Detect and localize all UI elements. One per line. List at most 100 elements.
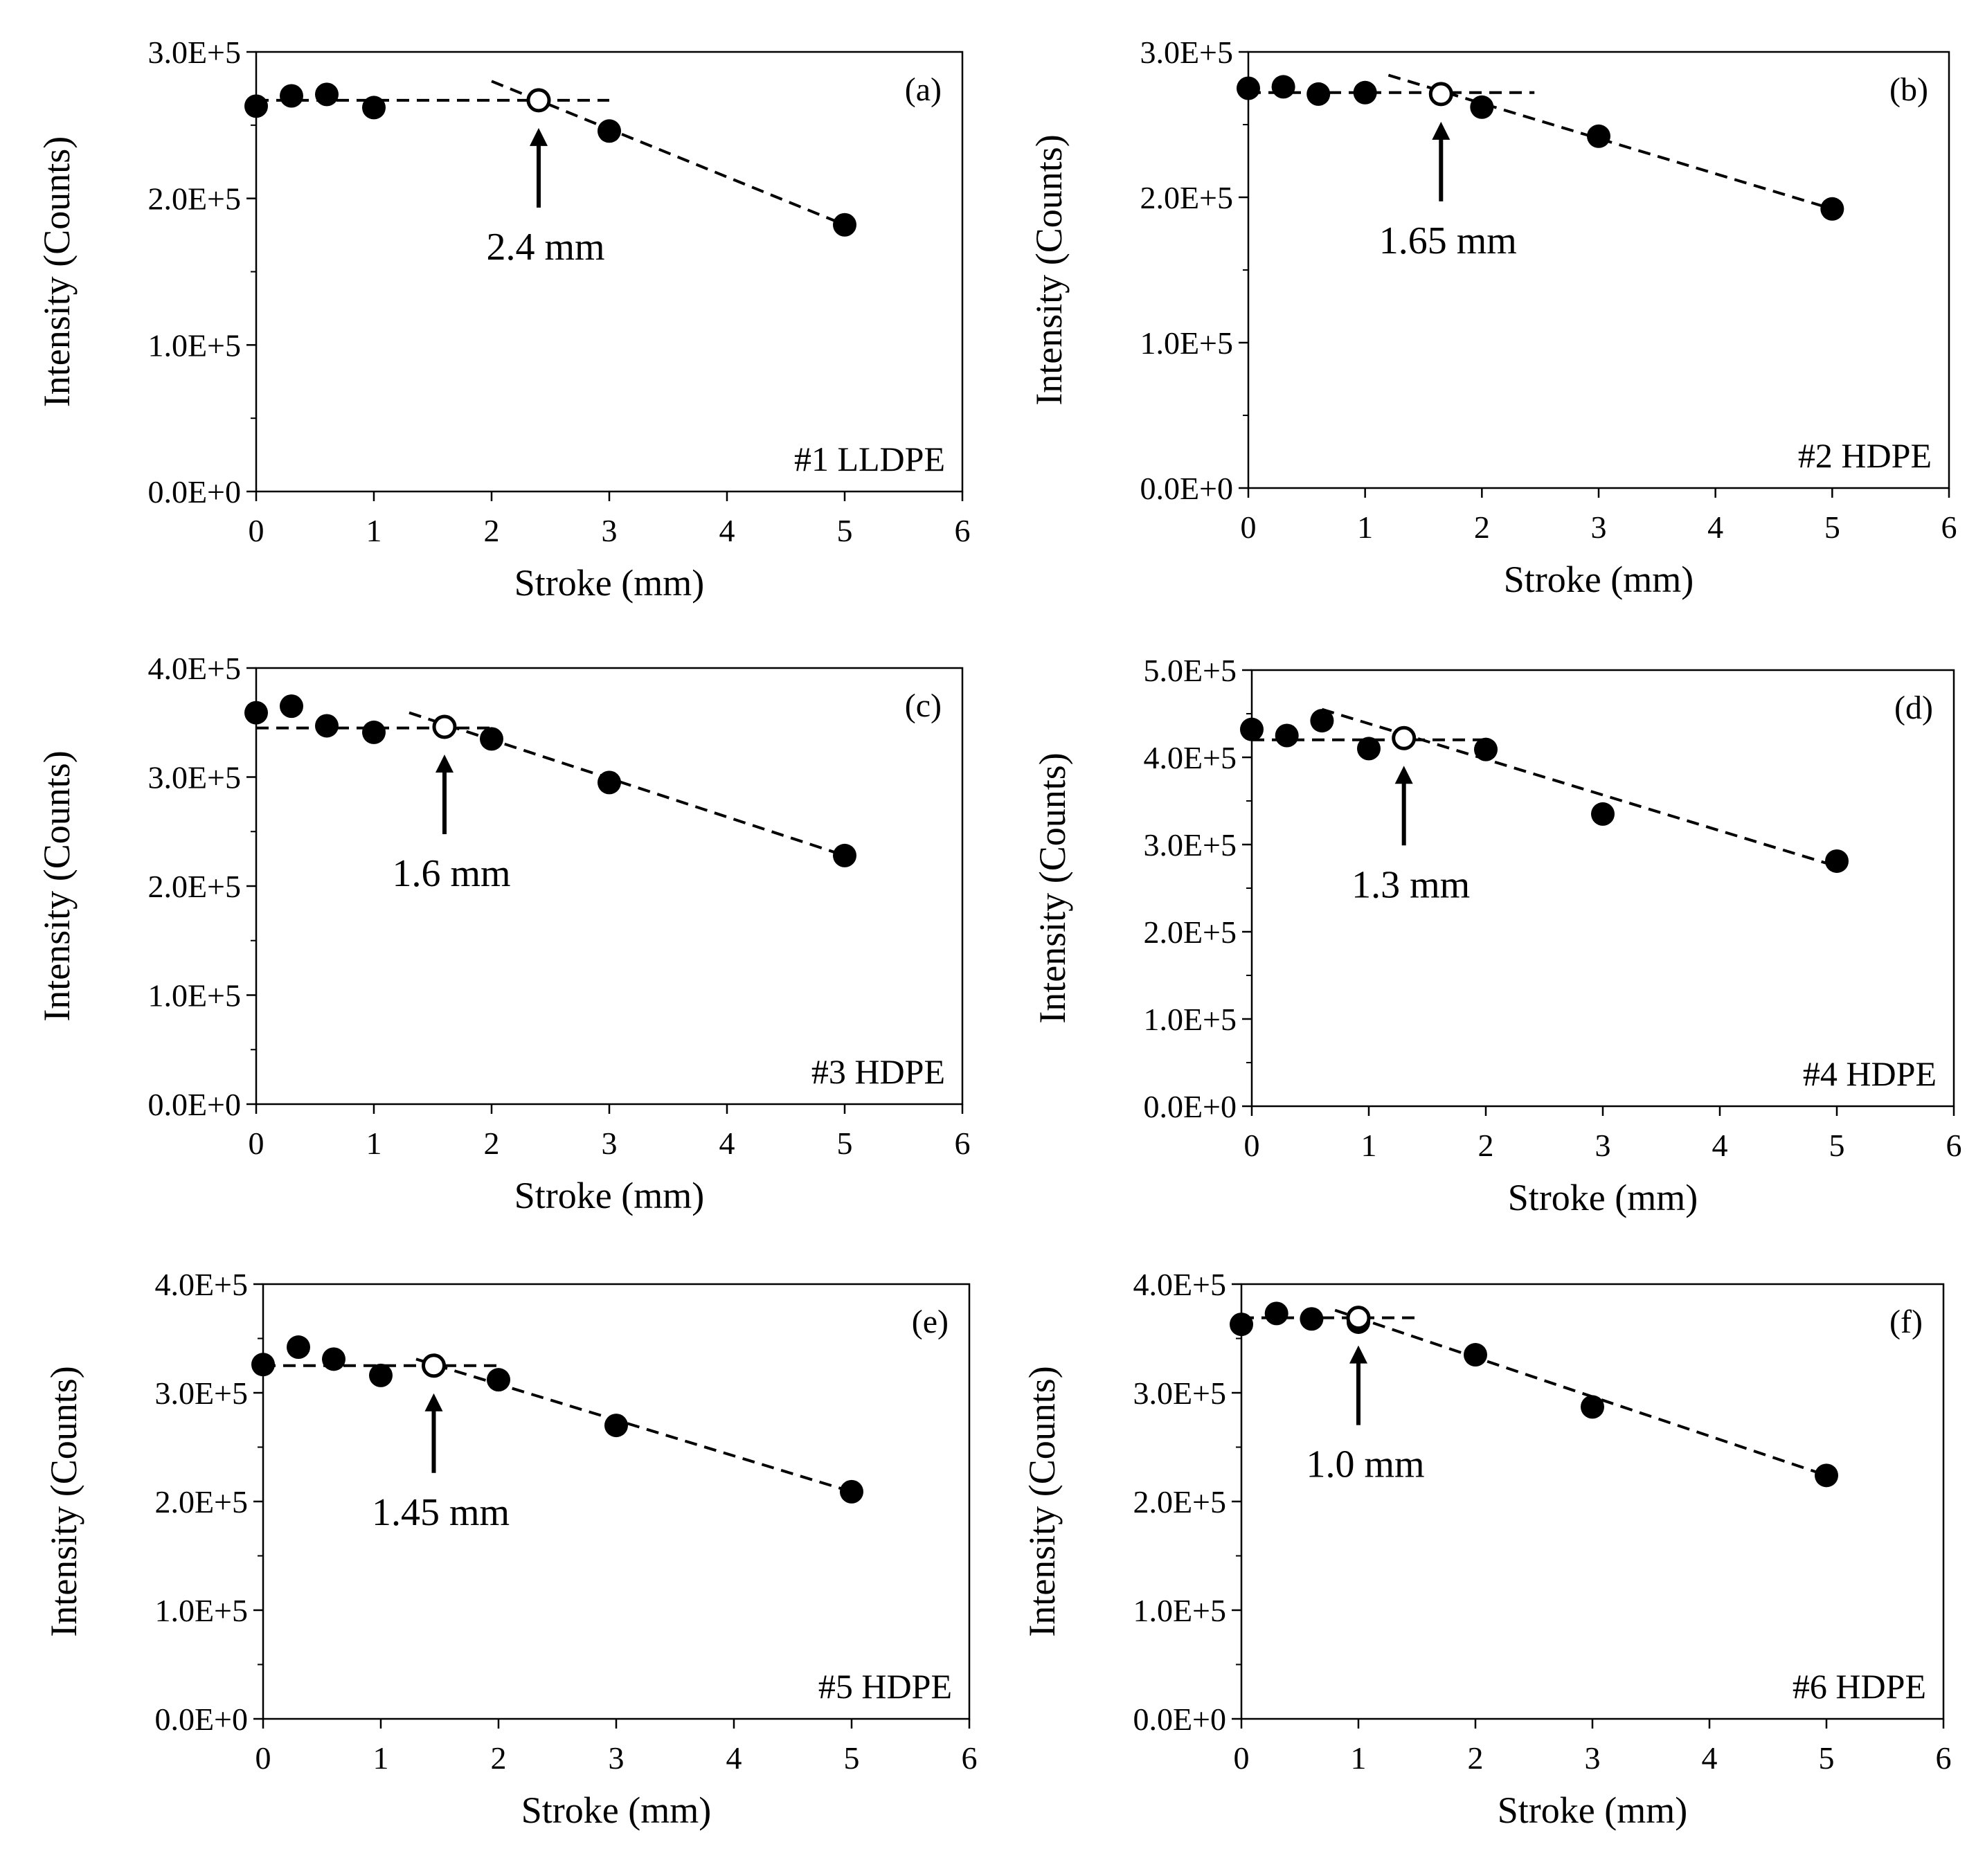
y-tick-label: 4.0E+5 bbox=[147, 651, 241, 686]
x-tick-label: 1 bbox=[1361, 1128, 1377, 1163]
x-tick-label: 6 bbox=[1936, 1740, 1952, 1776]
y-tick-label: 2.0E+5 bbox=[1143, 914, 1237, 950]
panel-label: (c) bbox=[905, 687, 942, 724]
data-point bbox=[369, 1363, 393, 1387]
data-point bbox=[1470, 95, 1494, 119]
fit-line bbox=[1334, 1308, 1827, 1477]
x-axis-title: Stroke (mm) bbox=[1508, 1177, 1698, 1218]
x-tick-label: 1 bbox=[366, 1126, 382, 1161]
plot-frame bbox=[255, 51, 964, 493]
plot-frame bbox=[262, 1283, 971, 1720]
data-point bbox=[244, 701, 268, 725]
data-point bbox=[315, 714, 339, 738]
data-point bbox=[1230, 1313, 1253, 1337]
x-tick-label: 5 bbox=[1829, 1128, 1845, 1163]
transition-annotation: 1.6 mm bbox=[392, 852, 510, 895]
chart-panel-5: 0 1 2 3 4 5 6 0.0E+0 1.0E+5 2.0E+5 3.0E+5 4.0E+5 Str… bbox=[1021, 1267, 1952, 1831]
y-tick-label: 2.0E+5 bbox=[1140, 180, 1233, 215]
data-point bbox=[1353, 80, 1377, 105]
x-tick-label: 1 bbox=[366, 513, 382, 548]
x-tick-label: 6 bbox=[1946, 1128, 1962, 1163]
x-tick-label: 5 bbox=[844, 1740, 860, 1776]
data-point bbox=[1591, 802, 1615, 826]
x-tick-label: 5 bbox=[837, 1126, 853, 1161]
y-tick-label: 0.0E+0 bbox=[1140, 471, 1233, 506]
data-point bbox=[1237, 76, 1260, 100]
chart-panel-4: 0 1 2 3 4 5 6 0.0E+0 1.0E+5 2.0E+5 3.0E+5 4.0E+5 Str… bbox=[43, 1267, 978, 1831]
data-point bbox=[287, 1335, 310, 1360]
data-point bbox=[280, 84, 303, 108]
x-axis-title: Stroke (mm) bbox=[1498, 1789, 1687, 1831]
panel-label: (d) bbox=[1894, 689, 1933, 726]
data-point bbox=[833, 213, 856, 237]
y-axis-title: Intensity (Counts) bbox=[43, 1366, 84, 1636]
data-point bbox=[1581, 1395, 1604, 1419]
data-point bbox=[1306, 82, 1331, 106]
data-point bbox=[362, 720, 386, 744]
data-point bbox=[604, 1414, 628, 1438]
x-tick-label: 5 bbox=[837, 513, 853, 548]
x-tick-label: 1 bbox=[1351, 1740, 1367, 1776]
y-tick-label: 3.0E+5 bbox=[147, 35, 241, 70]
x-tick-label: 2 bbox=[491, 1740, 507, 1776]
arrow-head bbox=[1432, 121, 1450, 140]
arrow-head bbox=[1349, 1345, 1367, 1364]
transition-annotation: 1.3 mm bbox=[1351, 863, 1470, 906]
y-tick-label: 2.0E+5 bbox=[147, 869, 241, 904]
arrow-head bbox=[424, 1393, 443, 1411]
data-point bbox=[1357, 737, 1381, 761]
data-point bbox=[1300, 1307, 1324, 1331]
panel-label: (a) bbox=[905, 71, 942, 108]
fit-line bbox=[408, 711, 845, 857]
y-axis-title: Intensity (Counts) bbox=[36, 136, 78, 407]
x-tick-label: 4 bbox=[1712, 1128, 1728, 1163]
y-axis-title: Intensity (Counts) bbox=[1028, 134, 1070, 405]
transition-point bbox=[526, 88, 551, 113]
x-tick-label: 2 bbox=[1468, 1740, 1484, 1776]
data-point bbox=[833, 843, 856, 867]
x-tick-label: 2 bbox=[1474, 509, 1490, 545]
transition-point bbox=[1428, 82, 1453, 107]
y-tick-label: 0.0E+0 bbox=[1143, 1089, 1237, 1124]
y-tick-label: 0.0E+0 bbox=[147, 1087, 241, 1122]
data-point bbox=[1264, 1301, 1288, 1326]
sample-label: #2 HDPE bbox=[1798, 436, 1932, 475]
x-tick-label: 4 bbox=[719, 513, 735, 548]
x-axis-title: Stroke (mm) bbox=[521, 1789, 711, 1831]
x-tick-label: 6 bbox=[962, 1740, 978, 1776]
x-tick-label: 3 bbox=[602, 513, 618, 548]
x-tick-label: 1 bbox=[1357, 509, 1373, 545]
panel-label: (f) bbox=[1889, 1304, 1923, 1340]
x-tick-label: 0 bbox=[1241, 509, 1257, 545]
y-tick-label: 3.0E+5 bbox=[147, 760, 241, 795]
chart-panel-3: 0 1 2 3 4 5 6 0.0E+0 1.0E+5 2.0E+5 3.0E+5 4.0E+5 5.0… bbox=[1032, 653, 1962, 1218]
data-point bbox=[840, 1479, 863, 1504]
y-tick-label: 1.0E+5 bbox=[147, 327, 241, 363]
panel-label: (e) bbox=[912, 1304, 949, 1340]
x-tick-label: 3 bbox=[1595, 1128, 1611, 1163]
data-point bbox=[1474, 737, 1498, 761]
data-point bbox=[362, 96, 386, 120]
y-tick-label: 5.0E+5 bbox=[1143, 653, 1237, 688]
y-axis-title: Intensity (Counts) bbox=[1021, 1366, 1063, 1636]
x-tick-label: 4 bbox=[719, 1126, 735, 1161]
y-tick-label: 1.0E+5 bbox=[1133, 1593, 1226, 1628]
x-tick-label: 4 bbox=[1702, 1740, 1718, 1776]
plot-frame bbox=[255, 667, 964, 1106]
y-tick-label: 0.0E+0 bbox=[154, 1702, 248, 1737]
x-axis-title: Stroke (mm) bbox=[514, 562, 704, 604]
data-point bbox=[1240, 717, 1264, 741]
x-tick-label: 2 bbox=[1478, 1128, 1494, 1163]
y-tick-label: 4.0E+5 bbox=[1133, 1267, 1226, 1302]
plot-frame bbox=[1247, 51, 1950, 489]
sample-label: #5 HDPE bbox=[818, 1667, 952, 1706]
x-tick-label: 6 bbox=[955, 513, 971, 548]
x-tick-label: 0 bbox=[1234, 1740, 1250, 1776]
data-point bbox=[598, 770, 621, 795]
x-tick-label: 2 bbox=[484, 1126, 500, 1161]
fit-line bbox=[415, 1358, 852, 1493]
x-tick-label: 0 bbox=[1244, 1128, 1260, 1163]
data-point bbox=[1271, 75, 1295, 99]
data-point bbox=[480, 727, 503, 751]
